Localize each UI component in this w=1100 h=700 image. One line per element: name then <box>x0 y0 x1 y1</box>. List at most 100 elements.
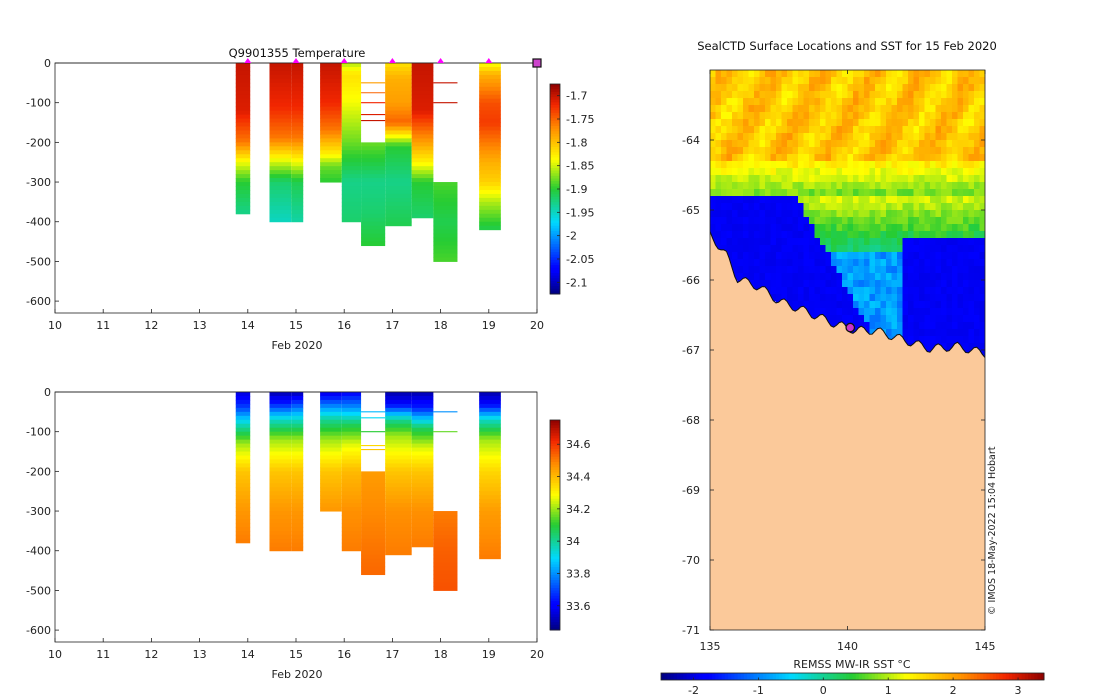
sst-cell <box>946 126 953 134</box>
sst-cell <box>803 203 810 211</box>
colorbar-cell <box>550 126 560 130</box>
profile-cell <box>479 158 501 163</box>
profile-cell <box>385 166 412 171</box>
profile-cell <box>235 459 251 464</box>
sst-cell <box>732 182 738 190</box>
sst-cell <box>919 273 925 281</box>
profile-cell <box>385 110 412 116</box>
sst-cell <box>908 245 914 253</box>
colorbar-cell <box>550 120 560 124</box>
colorbar-cell <box>550 527 560 531</box>
sst-cell <box>759 245 766 253</box>
sst-cell <box>842 287 848 295</box>
colorbar-cell <box>862 673 866 680</box>
sst-cell <box>979 301 985 309</box>
sst-cell <box>765 133 771 141</box>
sst-cell <box>891 273 898 281</box>
sst-cell <box>963 77 969 85</box>
profile-cell <box>411 530 434 536</box>
sst-cell <box>820 203 826 211</box>
sst-cell <box>891 301 898 309</box>
profile-cell <box>291 435 304 441</box>
sst-cell <box>759 175 766 183</box>
profile-cell <box>411 122 434 127</box>
sst-cell <box>781 119 788 127</box>
profile-8 <box>433 511 458 591</box>
profile-cell <box>341 138 362 143</box>
sst-cell <box>957 98 964 106</box>
sst-cell <box>974 84 980 92</box>
sst-cell <box>825 245 832 253</box>
sst-cell <box>930 252 936 260</box>
sst-cell <box>754 217 760 225</box>
sst-cell <box>743 77 749 85</box>
sst-cell <box>743 140 749 148</box>
sst-cell <box>803 133 810 141</box>
sst-cell <box>737 231 744 239</box>
sst-cell <box>715 70 722 78</box>
profile-cell <box>291 209 304 215</box>
profile-cell <box>479 403 501 409</box>
sst-cell <box>842 182 848 190</box>
sst-cell <box>897 133 903 141</box>
profile-cell <box>341 146 362 151</box>
profile-cell <box>341 154 362 159</box>
y-tick-label: -68 <box>682 414 700 427</box>
profile-cell <box>320 122 342 127</box>
colorbar-cell <box>550 204 560 208</box>
profile-cell <box>291 154 304 159</box>
sst-cell <box>847 203 854 211</box>
profile-cell <box>291 503 304 508</box>
sst-cell <box>737 245 744 253</box>
sst-cell <box>858 203 865 211</box>
profile-cell <box>361 570 386 576</box>
sst-cell <box>891 84 898 92</box>
colorbar-cell <box>948 673 952 680</box>
colorbar-cell <box>826 673 831 680</box>
colorbar-cell <box>550 136 560 140</box>
colorbar-cell <box>550 488 560 492</box>
profile-cell <box>269 122 292 127</box>
profile-cell <box>235 162 251 167</box>
sst-cell <box>875 308 881 316</box>
y-tick-label: -300 <box>26 505 51 518</box>
sst-cell <box>979 210 985 218</box>
profile-cell <box>235 142 251 147</box>
profile-cell <box>320 471 342 476</box>
sst-cell <box>748 182 755 190</box>
sst-cell <box>880 189 887 197</box>
sst-cell <box>897 84 903 92</box>
profile-cell <box>341 471 362 476</box>
profile-cell <box>269 162 292 167</box>
colorbar-cell <box>550 207 560 211</box>
sst-cell <box>875 245 881 253</box>
sst-cell <box>968 238 975 246</box>
sst-cell <box>853 238 859 246</box>
sst-cell <box>787 168 793 176</box>
sst-cell <box>924 238 931 246</box>
sst-cell <box>814 168 821 176</box>
sst-cell <box>941 238 947 246</box>
sst-cell <box>908 210 914 218</box>
sst-cell <box>770 98 777 106</box>
sst-cell <box>809 98 815 106</box>
sst-cell <box>759 91 766 99</box>
profile-cell <box>411 138 434 143</box>
sst-cell <box>847 266 854 274</box>
profile-cell <box>479 74 501 80</box>
sst-cell <box>809 91 815 99</box>
sst-cell <box>776 105 782 113</box>
sst-cell <box>864 147 870 155</box>
sst-cell <box>781 77 788 85</box>
profile-cell <box>291 217 304 223</box>
profile-cell <box>291 78 304 84</box>
sst-cell <box>759 119 766 127</box>
sst-cell <box>825 252 832 260</box>
sst-cell <box>831 301 837 309</box>
colorbar-cell <box>550 590 560 594</box>
sst-cell <box>919 231 925 239</box>
colorbar-cell <box>941 673 946 680</box>
sst-cell <box>869 329 876 337</box>
sst-cell <box>864 294 870 302</box>
profile-cell <box>269 189 292 195</box>
